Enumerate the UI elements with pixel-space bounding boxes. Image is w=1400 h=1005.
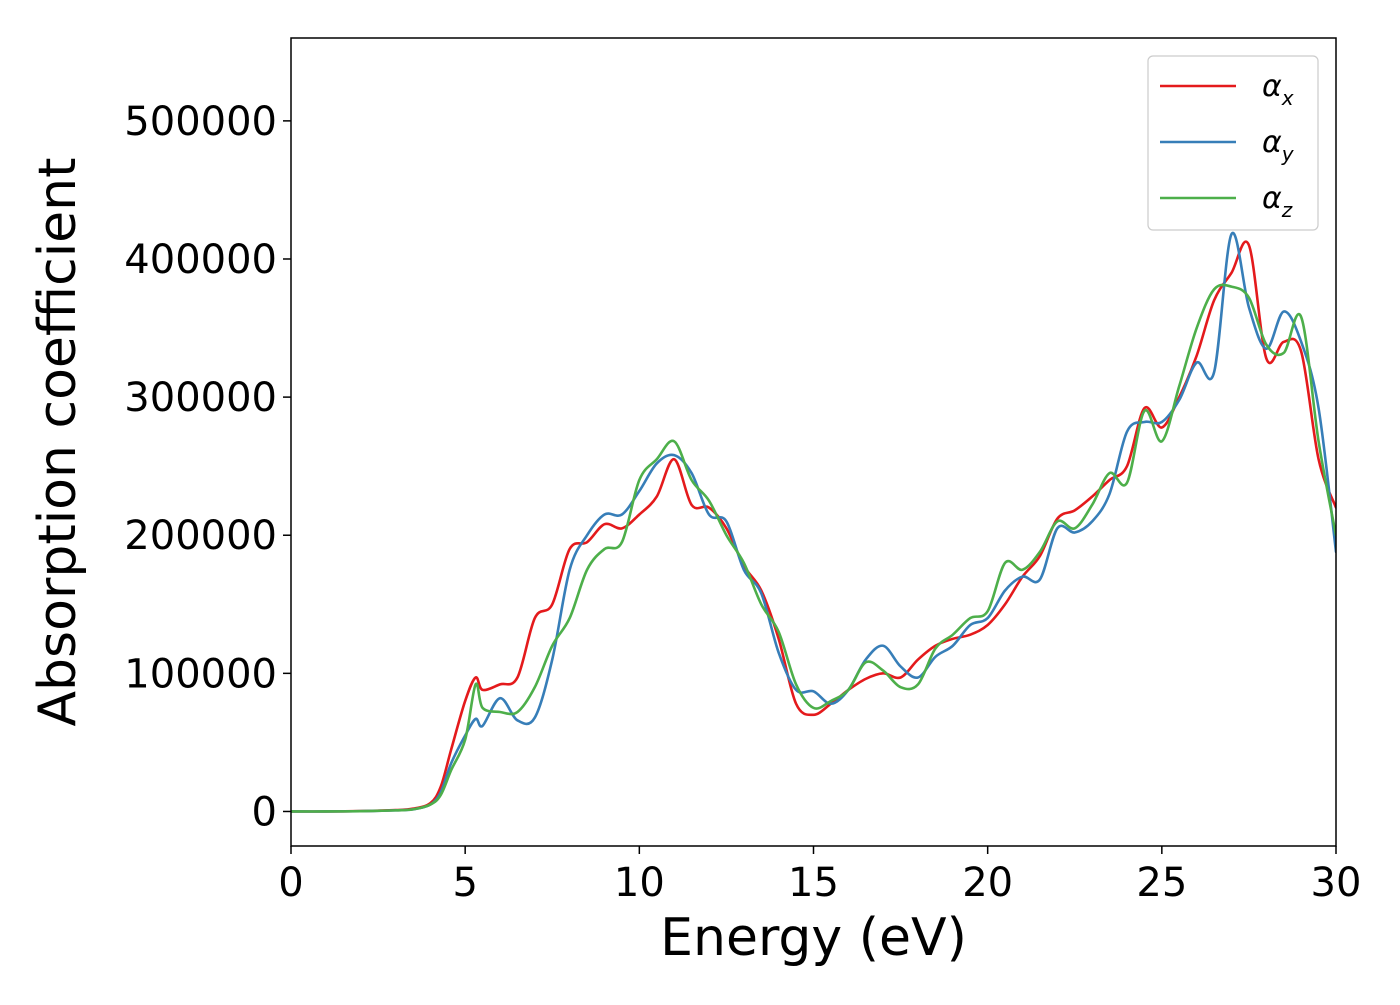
y-tick-label: 400000 [124,237,277,283]
legend-label-y: αy [1262,125,1295,166]
x-tick-label: 10 [614,860,665,906]
y-tick-label: 0 [252,789,277,835]
series-line-z [291,283,1336,813]
x-tick-label: 25 [1136,860,1187,906]
x-axis-title: Energy (eV) [660,908,967,968]
x-tick-label: 15 [788,860,839,906]
series-layer [291,231,1336,813]
y-tick-label: 500000 [124,99,277,145]
x-tick-label: 30 [1311,860,1362,906]
y-tick-label: 200000 [124,513,277,559]
chart-legend: αx αy αz [1147,55,1319,231]
x-tick-label: 0 [278,860,303,906]
axis-ticks: 0 5 10 15 20 25 30 0 100000 200000 300000 400000 500… [124,99,1361,906]
series-line-x [291,240,1336,813]
legend-label-z: αz [1262,181,1293,222]
legend-label-x: αx [1262,69,1294,110]
series-line-y [291,231,1336,813]
x-tick-label: 20 [962,860,1013,906]
y-axis-title: Absorption coefficient [28,157,88,726]
y-tick-label: 100000 [124,651,277,697]
y-tick-label: 300000 [124,375,277,421]
x-tick-label: 5 [452,860,477,906]
